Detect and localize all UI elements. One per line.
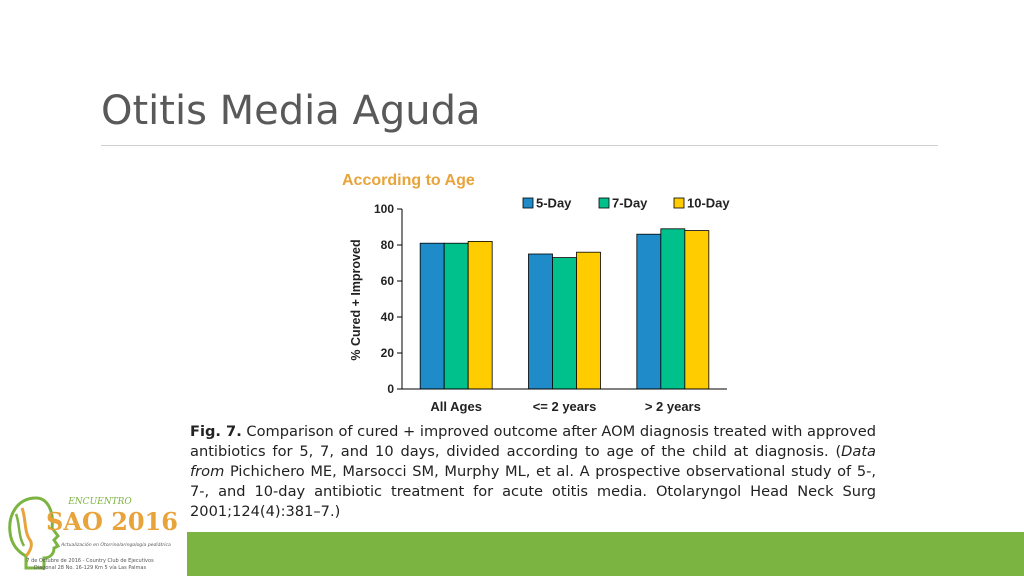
x-tick-label: > 2 years <box>645 399 701 414</box>
bar-chart: According to Age % Cured + Improved 5-Da… <box>342 172 730 414</box>
bar-7-day-2 <box>660 228 686 390</box>
legend-label: 7-Day <box>612 196 648 211</box>
figure-caption: Fig. 7. Comparison of cured + improved o… <box>190 422 876 522</box>
bar-5-day-1 <box>528 253 553 390</box>
x-tick-label: <= 2 years <box>533 399 597 414</box>
y-tick-label: 40 <box>381 310 395 324</box>
y-tick-label: 0 <box>387 382 394 396</box>
footer-green-bar <box>187 532 1024 576</box>
legend-label: 10-Day <box>687 196 730 211</box>
bar-7-day-0 <box>443 242 469 390</box>
x-tick-label: All Ages <box>430 399 482 414</box>
caption-text: Comparison of cured + improved outcome a… <box>190 423 877 460</box>
bar-series-group <box>419 228 710 390</box>
chart-legend: 5-Day 7-Day 10-Day <box>522 196 730 211</box>
y-axis-ticks: 0 20 40 60 80 100 <box>374 202 402 396</box>
figure-label: Fig. 7. <box>190 423 242 440</box>
caption-data-from: Data from <box>190 443 876 480</box>
logo-sao: SAO 2016 <box>46 507 178 536</box>
bar-5-day-2 <box>636 233 662 390</box>
bar-10-day-0 <box>467 241 493 390</box>
sao-2016-logo: ENCUENTRO SAO 2016 Actualización en Otor… <box>8 496 178 571</box>
title-divider <box>101 145 938 146</box>
x-axis-ticks: All Ages <= 2 years > 2 years <box>430 399 700 414</box>
y-tick-label: 80 <box>381 238 395 252</box>
head-profile-icon <box>8 496 61 570</box>
chart-title: According to Age <box>342 172 475 189</box>
y-tick-label: 20 <box>381 346 395 360</box>
bar-10-day-1 <box>576 251 601 390</box>
logo-footer-line2: Diagonal 28 No. 16-129 Km 5 vía Las Palm… <box>34 564 147 571</box>
y-tick-label: 100 <box>374 202 394 216</box>
y-axis-label: % Cured + Improved <box>349 239 363 360</box>
legend-swatch <box>522 197 534 209</box>
legend-swatch <box>598 197 610 209</box>
logo-subtitle: Actualización en Otorrinolaringología pe… <box>60 541 171 548</box>
logo-encuentro: ENCUENTRO <box>67 497 132 507</box>
legend-swatch <box>673 197 685 209</box>
slide-title: Otitis Media Aguda <box>101 88 481 134</box>
logo-footer-line1: 7 de Octubre de 2016 - Country Club de E… <box>26 558 154 564</box>
bar-5-day-0 <box>419 242 445 390</box>
bar-10-day-2 <box>684 230 710 390</box>
legend-label: 5-Day <box>536 196 572 211</box>
bar-7-day-1 <box>552 257 577 390</box>
caption-citation: Pichichero ME, Marsocci SM, Murphy ML, e… <box>190 463 877 520</box>
y-tick-label: 60 <box>381 274 395 288</box>
